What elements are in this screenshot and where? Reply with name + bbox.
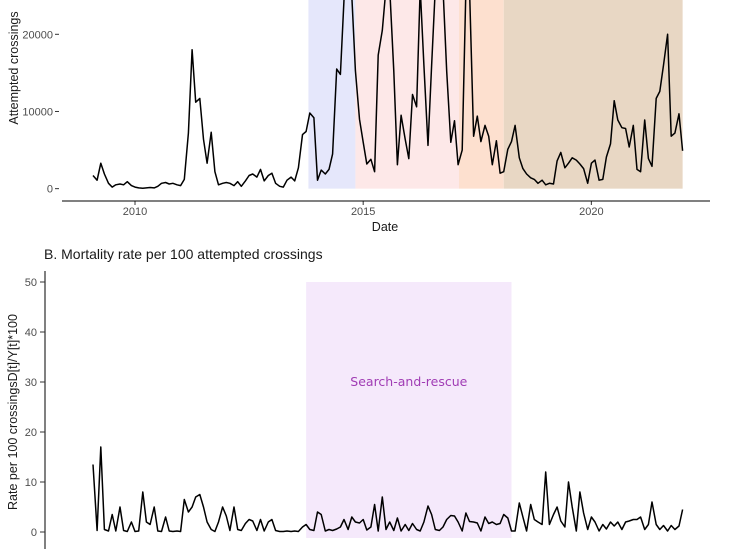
panel-a-shaded-periods (308, 0, 683, 189)
search-and-rescue-band (306, 282, 512, 538)
panel-a-period-band-2 (355, 0, 460, 189)
search-and-rescue-label: Search-and-rescue (350, 374, 467, 389)
panel-a: 0 10000 20000 2010 2015 2020 Date Attempted … (7, 0, 710, 234)
panel-b: B. Mortality rate per 100 attempted cros… (6, 246, 684, 549)
panel-b-y-tick-label: 40 (25, 327, 37, 339)
panel-a-period-band-3 (459, 0, 504, 189)
panel-b-y-tick-label: 0 (31, 527, 37, 539)
panel-b-y-tick-label: 30 (25, 377, 37, 389)
panel-b-y-axis-title: Rate per 100 crossingsD[t]/Y[t]*100 (6, 314, 20, 510)
panel-a-x-tick-label: 2010 (123, 206, 147, 218)
panel-a-period-band-1 (308, 0, 356, 189)
panel-a-period-band-4 (503, 0, 683, 189)
panel-a-y-tick-label: 0 (47, 184, 53, 196)
panel-a-y-tick-label: 10000 (22, 106, 53, 118)
panel-a-y-ticks: 0 10000 20000 (22, 29, 59, 196)
panel-b-y-ticks: 0 10 20 30 40 50 (25, 277, 45, 539)
panel-a-y-axis-title: Attempted crossings (7, 11, 21, 124)
panel-a-x-tick-label: 2020 (579, 206, 603, 218)
panel-b-title: B. Mortality rate per 100 attempted cros… (44, 246, 323, 262)
panel-a-x-axis-title: Date (372, 220, 398, 234)
mortality-rate-line (92, 446, 684, 533)
attempted-crossings-line (92, 0, 684, 190)
panel-b-shaded-periods: Search-and-rescue (306, 282, 512, 538)
panel-b-y-tick-label: 20 (25, 427, 37, 439)
panel-a-x-ticks: 2010 2015 2020 (123, 201, 604, 218)
panel-b-y-tick-label: 50 (25, 277, 37, 289)
panel-a-y-tick-label: 20000 (22, 29, 53, 41)
panel-a-x-tick-label: 2015 (351, 206, 375, 218)
panel-b-y-tick-label: 10 (25, 477, 37, 489)
